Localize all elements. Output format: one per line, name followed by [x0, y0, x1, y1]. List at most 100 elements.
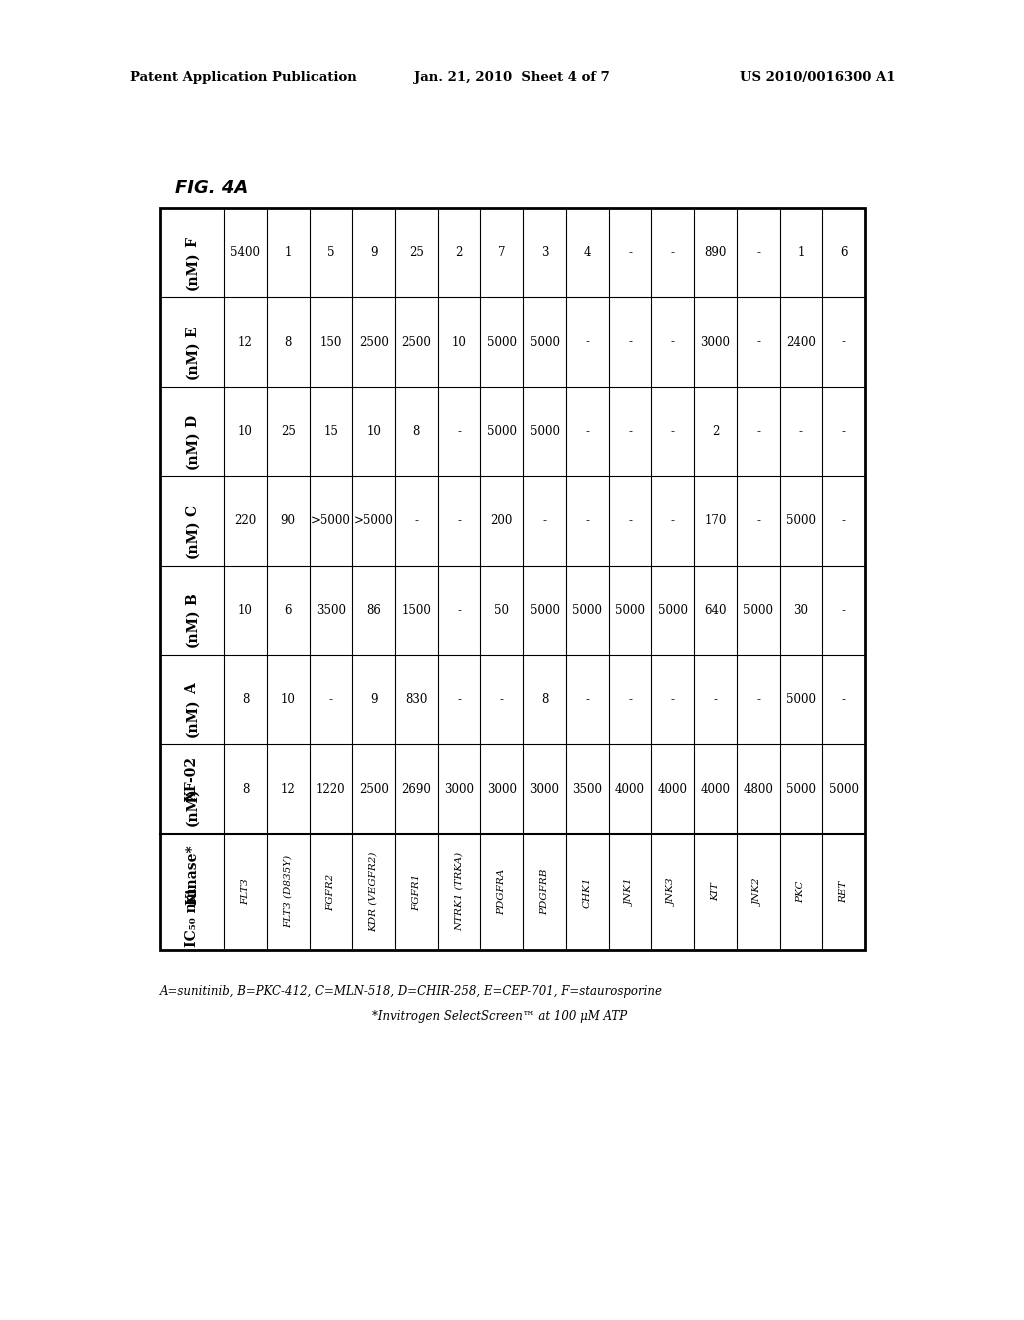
Text: -: -: [714, 693, 718, 706]
Text: 3000: 3000: [444, 783, 474, 796]
Text: 5000: 5000: [529, 335, 559, 348]
Text: 5000: 5000: [785, 783, 816, 796]
Text: 6: 6: [285, 603, 292, 616]
Text: -: -: [842, 693, 846, 706]
Text: (nM): (nM): [185, 341, 199, 379]
Text: 6: 6: [840, 247, 848, 259]
Text: 5000: 5000: [572, 603, 602, 616]
Text: 12: 12: [281, 783, 296, 796]
Text: -: -: [671, 335, 675, 348]
Text: IC₅₀ nm: IC₅₀ nm: [185, 888, 199, 948]
Text: 86: 86: [367, 603, 381, 616]
Text: 220: 220: [234, 515, 257, 528]
Text: 5000: 5000: [785, 693, 816, 706]
Text: -: -: [586, 693, 589, 706]
Text: Patent Application Publication: Patent Application Publication: [130, 71, 356, 84]
Text: -: -: [628, 425, 632, 438]
Text: >5000: >5000: [311, 515, 351, 528]
Text: XF-02: XF-02: [185, 756, 199, 801]
Text: -: -: [756, 247, 760, 259]
Text: -: -: [457, 425, 461, 438]
Text: 4000: 4000: [615, 783, 645, 796]
Text: -: -: [628, 515, 632, 528]
Text: 5000: 5000: [486, 335, 517, 348]
Text: (nM): (nM): [185, 698, 199, 737]
Text: -: -: [457, 515, 461, 528]
Text: FGFR2: FGFR2: [327, 874, 336, 911]
Text: -: -: [543, 515, 547, 528]
Text: 8: 8: [285, 335, 292, 348]
Text: 5400: 5400: [230, 247, 260, 259]
Text: 15: 15: [324, 425, 338, 438]
Text: 3000: 3000: [486, 783, 517, 796]
Text: 830: 830: [406, 693, 428, 706]
Text: US 2010/0016300 A1: US 2010/0016300 A1: [739, 71, 895, 84]
Text: FGFR1: FGFR1: [412, 874, 421, 911]
Text: -: -: [329, 693, 333, 706]
Text: NTRK1 (TRKA): NTRK1 (TRKA): [455, 853, 464, 932]
Text: -: -: [671, 693, 675, 706]
Text: -: -: [500, 693, 504, 706]
Text: 8: 8: [413, 425, 420, 438]
Text: -: -: [842, 603, 846, 616]
Text: 12: 12: [238, 335, 253, 348]
Text: JNK3: JNK3: [669, 878, 677, 906]
Text: 10: 10: [281, 693, 296, 706]
Text: 9: 9: [370, 693, 378, 706]
Text: 50: 50: [495, 603, 509, 616]
Text: JNK2: JNK2: [754, 878, 763, 906]
Text: 9: 9: [370, 247, 378, 259]
Text: 5000: 5000: [828, 783, 859, 796]
Text: 3000: 3000: [700, 335, 730, 348]
Text: 8: 8: [242, 783, 249, 796]
Text: -: -: [671, 425, 675, 438]
Text: 4: 4: [584, 247, 591, 259]
Text: -: -: [671, 515, 675, 528]
Text: 10: 10: [238, 603, 253, 616]
Text: 2400: 2400: [786, 335, 816, 348]
Text: -: -: [457, 693, 461, 706]
Text: 4000: 4000: [700, 783, 730, 796]
Text: 5000: 5000: [486, 425, 517, 438]
Text: -: -: [586, 515, 589, 528]
Text: -: -: [628, 247, 632, 259]
Text: 890: 890: [705, 247, 727, 259]
Text: RET: RET: [839, 880, 848, 903]
Text: -: -: [457, 603, 461, 616]
Text: (nM): (nM): [185, 520, 199, 558]
Text: 5000: 5000: [657, 603, 688, 616]
Text: -: -: [842, 425, 846, 438]
Text: -: -: [756, 425, 760, 438]
Text: 1: 1: [798, 247, 805, 259]
Text: JNK1: JNK1: [626, 878, 635, 906]
Text: 200: 200: [490, 515, 513, 528]
Text: E: E: [185, 326, 199, 337]
Text: 640: 640: [705, 603, 727, 616]
Text: KDR (VEGFR2): KDR (VEGFR2): [369, 851, 378, 932]
Text: 4800: 4800: [743, 783, 773, 796]
Text: 5000: 5000: [785, 515, 816, 528]
Text: 90: 90: [281, 515, 296, 528]
Text: -: -: [842, 335, 846, 348]
Text: 7: 7: [498, 247, 506, 259]
Text: -: -: [628, 693, 632, 706]
Text: (nM): (nM): [185, 251, 199, 290]
Text: (nM): (nM): [185, 430, 199, 469]
Text: 8: 8: [541, 693, 548, 706]
Text: PDGFRB: PDGFRB: [540, 869, 549, 915]
Text: -: -: [415, 515, 419, 528]
Text: 1500: 1500: [401, 603, 431, 616]
Text: A: A: [185, 684, 199, 694]
Text: 25: 25: [409, 247, 424, 259]
Text: Kinase*: Kinase*: [185, 843, 199, 904]
Text: 1220: 1220: [316, 783, 346, 796]
Text: 10: 10: [238, 425, 253, 438]
Text: *Invitrogen SelectScreen™ at 100 μM ATP: *Invitrogen SelectScreen™ at 100 μM ATP: [372, 1010, 627, 1023]
Text: PKC: PKC: [797, 880, 806, 903]
Text: 2: 2: [712, 425, 719, 438]
Text: 2500: 2500: [358, 335, 388, 348]
Bar: [160, 209, 865, 950]
Text: FLT3 (D835Y): FLT3 (D835Y): [284, 855, 293, 928]
Text: C: C: [185, 504, 199, 516]
Text: F: F: [185, 238, 199, 247]
